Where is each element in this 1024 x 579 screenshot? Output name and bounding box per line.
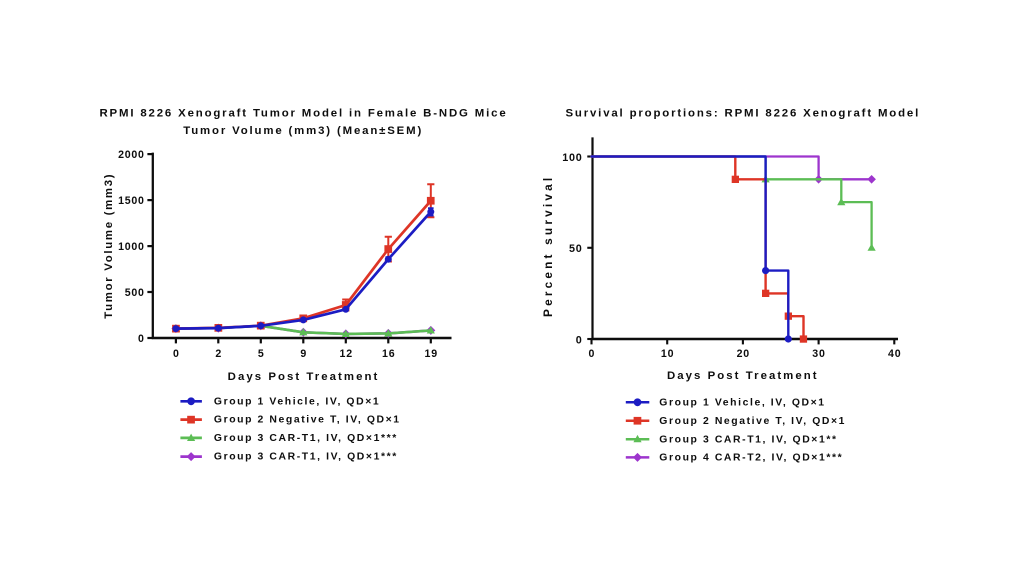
svg-text:Group 2 Negative T, IV, QD×1: Group 2 Negative T, IV, QD×1	[214, 415, 401, 426]
svg-text:Group 1 Vehicle, IV, QD×1: Group 1 Vehicle, IV, QD×1	[214, 396, 380, 407]
svg-text:Survival proportions: RPMI 822: Survival proportions: RPMI 8226 Xenograf…	[565, 108, 920, 120]
svg-text:0: 0	[576, 334, 583, 346]
svg-text:16: 16	[382, 348, 395, 360]
svg-text:Group 4 CAR-T2, IV, QD×1***: Group 4 CAR-T2, IV, QD×1***	[659, 453, 843, 464]
svg-text:2: 2	[215, 348, 222, 360]
svg-text:10: 10	[661, 348, 674, 360]
svg-text:20: 20	[737, 348, 750, 360]
svg-text:100: 100	[562, 152, 582, 164]
svg-text:19: 19	[425, 348, 438, 360]
svg-text:40: 40	[888, 348, 901, 360]
svg-text:Group 3 CAR-T1, IV, QD×1**: Group 3 CAR-T1, IV, QD×1**	[659, 434, 837, 445]
svg-text:Group 1 Vehicle, IV, QD×1: Group 1 Vehicle, IV, QD×1	[659, 397, 825, 408]
svg-text:30: 30	[812, 348, 825, 360]
svg-text:50: 50	[569, 243, 583, 255]
svg-text:Tumor Volume (mm3): Tumor Volume (mm3)	[103, 173, 115, 319]
svg-text:5: 5	[258, 348, 265, 360]
svg-text:2000: 2000	[118, 149, 145, 161]
svg-text:500: 500	[125, 287, 145, 299]
svg-text:Percent survival: Percent survival	[541, 175, 555, 317]
svg-text:Days Post Treatment: Days Post Treatment	[228, 371, 380, 383]
svg-text:1000: 1000	[118, 241, 145, 253]
svg-text:Group 3 CAR-T1, IV, QD×1***: Group 3 CAR-T1, IV, QD×1***	[214, 452, 398, 463]
svg-text:0: 0	[589, 348, 596, 360]
svg-text:Group 3 CAR-T1, IV, QD×1***: Group 3 CAR-T1, IV, QD×1***	[214, 433, 398, 444]
svg-text:1500: 1500	[118, 195, 145, 207]
svg-text:Tumor Volume (mm3) (Mean±SEM): Tumor Volume (mm3) (Mean±SEM)	[183, 125, 423, 137]
svg-text:Days Post Treatment: Days Post Treatment	[667, 370, 819, 382]
svg-text:RPMI 8226 Xenograft Tumor Mode: RPMI 8226 Xenograft Tumor Model in Femal…	[99, 108, 507, 120]
svg-text:0: 0	[138, 333, 145, 345]
svg-text:0: 0	[173, 348, 180, 360]
svg-text:Group 2 Negative T, IV, QD×1: Group 2 Negative T, IV, QD×1	[659, 416, 846, 427]
svg-text:12: 12	[340, 348, 353, 360]
svg-text:9: 9	[300, 348, 307, 360]
